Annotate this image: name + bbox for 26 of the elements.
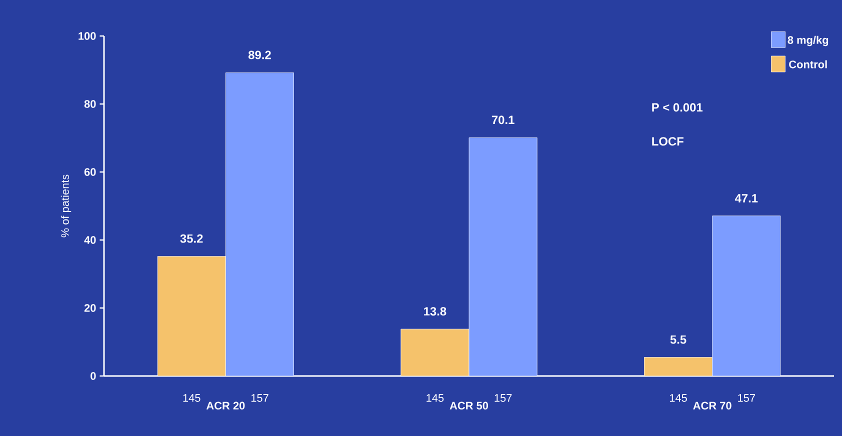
annotation: P < 0.001 bbox=[652, 103, 703, 112]
legend-label: Control bbox=[789, 60, 827, 68]
annotation: LOCF bbox=[652, 137, 684, 146]
text: 145 bbox=[426, 394, 444, 402]
data-label: 89.2 bbox=[248, 50, 271, 60]
text: 157 bbox=[251, 394, 268, 402]
y-tick-label: 60 bbox=[84, 168, 96, 176]
data-label: 35.2 bbox=[180, 234, 203, 243]
text: 157 bbox=[738, 394, 755, 402]
legend-label: 8 mg/kg bbox=[788, 36, 828, 46]
y-tick-label: 100 bbox=[78, 32, 96, 40]
data-label: 13.8 bbox=[424, 307, 446, 316]
data-label: 70.1 bbox=[492, 116, 514, 124]
text: 157 bbox=[494, 394, 512, 402]
y-tick-label: 40 bbox=[84, 236, 96, 244]
y-tick-label: 20 bbox=[84, 304, 96, 312]
y-axis-title: % of patients bbox=[60, 174, 72, 238]
x-tick-label: ACR 20 bbox=[206, 402, 245, 410]
text: 145 bbox=[183, 394, 200, 402]
data-label: 47.1 bbox=[734, 194, 758, 202]
x-tick-label: ACR 70 bbox=[693, 402, 732, 410]
data-label: 5.5 bbox=[670, 335, 686, 344]
text: 145 bbox=[670, 394, 687, 402]
y-tick-label: 80 bbox=[84, 100, 96, 108]
y-tick-label: 0 bbox=[90, 372, 96, 380]
x-tick-label: ACR 50 bbox=[450, 402, 488, 410]
